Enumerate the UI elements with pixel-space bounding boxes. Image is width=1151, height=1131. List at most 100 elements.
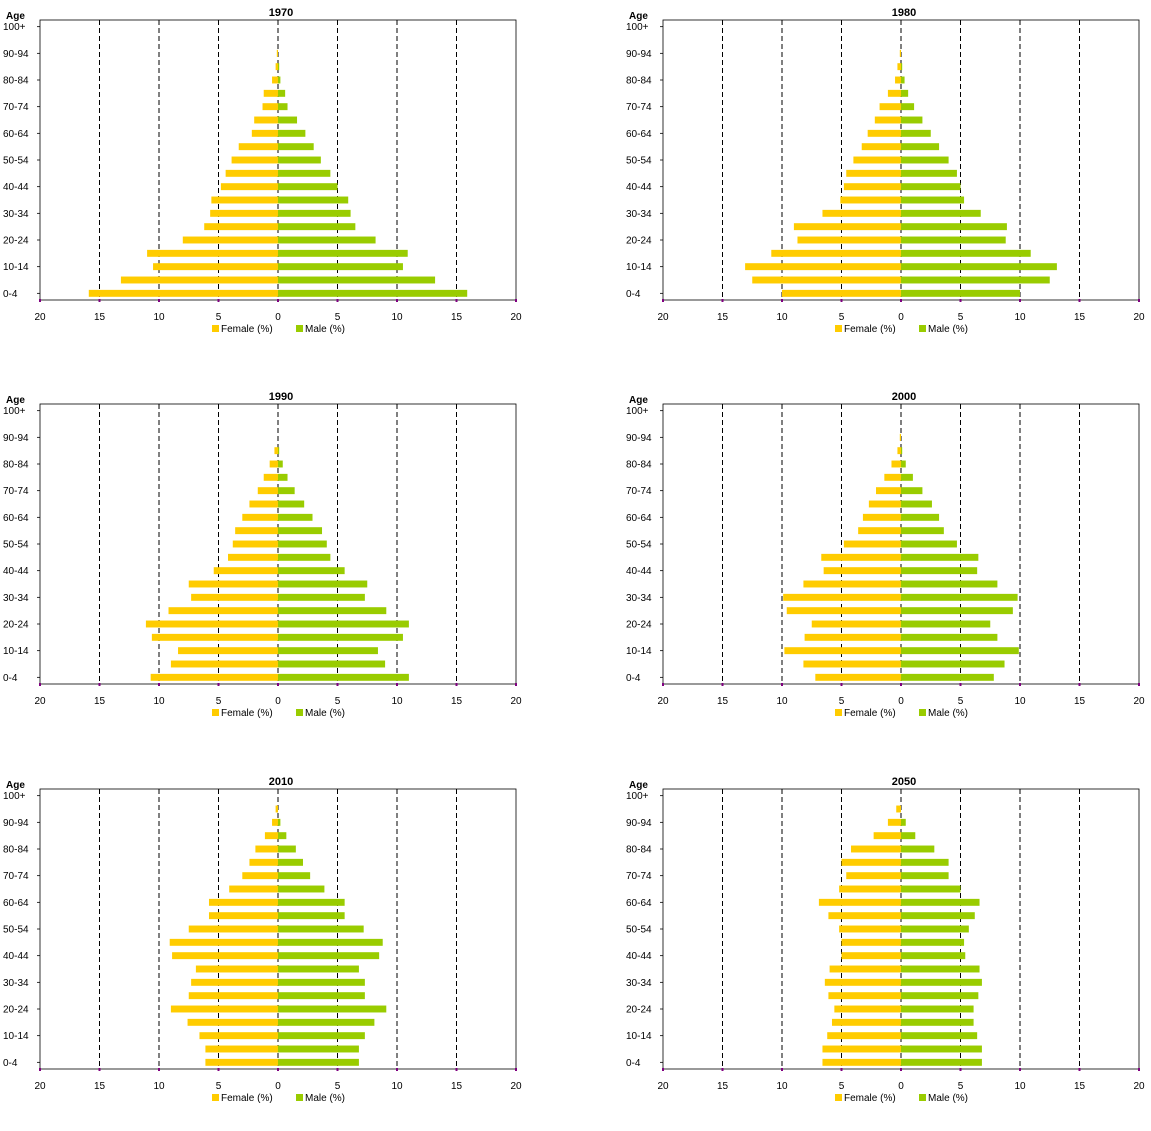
age-category-label: 0-4 (3, 1058, 18, 1069)
x-tick-mark (277, 299, 279, 302)
x-tick-mark (217, 683, 220, 686)
chart-title: 2010 (269, 776, 293, 788)
age-category-label: 20-24 (3, 1005, 29, 1016)
x-tick-mark (721, 1068, 724, 1071)
female-bar (274, 447, 278, 455)
x-tick-label: 5 (335, 312, 341, 323)
age-category-label: 70-74 (626, 102, 652, 113)
age-category-label: 10-14 (3, 262, 29, 273)
male-bar (278, 263, 403, 271)
female-bar (846, 169, 901, 177)
female-bar (879, 103, 901, 111)
male-bar (901, 938, 965, 946)
male-bar (901, 89, 909, 97)
male-bar (901, 912, 975, 920)
female-bar (120, 276, 278, 284)
x-tick-label: 5 (216, 696, 222, 707)
x-tick-mark (721, 683, 724, 686)
age-category-label: 20-24 (3, 620, 29, 631)
male-bar (901, 832, 916, 840)
female-bar (249, 500, 278, 508)
chart-panel-1990: 20 15 10 5 0 5 10 15 20 0-4 10-14 20-24 30-34 40-44 50… (2, 386, 522, 746)
age-category-label: 20-24 (3, 236, 29, 247)
male-bar (278, 183, 338, 191)
female-bar (887, 818, 901, 826)
age-category-label: 60-64 (626, 129, 652, 140)
age-category-label: 70-74 (626, 486, 652, 497)
female-bar (150, 673, 278, 681)
legend-female-swatch (835, 325, 842, 332)
age-category-label: 90-94 (3, 818, 29, 829)
male-bar (901, 460, 906, 468)
x-tick-label: 20 (657, 696, 669, 707)
male-bar (278, 567, 345, 575)
female-bar (254, 116, 278, 124)
age-category-label: 40-44 (3, 566, 29, 577)
x-tick-mark (1138, 1068, 1140, 1071)
female-bar (275, 63, 278, 71)
age-axis-header: Age (629, 395, 648, 406)
age-axis-header: Age (629, 780, 648, 791)
legend-male-label: Male (%) (928, 324, 968, 335)
age-category-label: 80-84 (3, 76, 29, 87)
male-bar (278, 872, 311, 880)
male-bar (278, 487, 295, 495)
age-category-label: 0-4 (626, 673, 641, 684)
legend-male-swatch (919, 325, 926, 332)
female-bar (263, 89, 278, 97)
male-bar (901, 593, 1018, 601)
male-bar (901, 1005, 974, 1013)
age-category-label: 40-44 (3, 182, 29, 193)
x-tick-mark (455, 299, 458, 302)
age-category-label: 50-54 (626, 925, 652, 936)
x-tick-mark (39, 299, 41, 302)
female-bar (182, 236, 278, 244)
x-tick-mark (217, 1068, 220, 1071)
male-bar (901, 103, 915, 111)
female-bar (153, 263, 278, 271)
male-bar (278, 63, 280, 71)
female-bar (783, 593, 901, 601)
legend-male-label: Male (%) (305, 708, 345, 719)
female-bar (191, 978, 278, 986)
x-tick-label: 20 (1133, 312, 1145, 323)
chart-title: 2050 (892, 776, 916, 788)
female-bar (213, 567, 278, 575)
male-bar (278, 1045, 359, 1053)
x-tick-mark (39, 1068, 41, 1071)
female-bar (843, 183, 901, 191)
female-bar (839, 885, 901, 893)
legend-female-swatch (212, 709, 219, 716)
x-tick-mark (396, 299, 398, 302)
male-bar (901, 580, 998, 588)
x-tick-mark (455, 683, 458, 686)
age-category-label: 10-14 (3, 646, 29, 657)
x-tick-mark (900, 1068, 902, 1071)
age-category-label: 30-34 (3, 209, 29, 220)
age-category-label: 10-14 (626, 1031, 652, 1042)
chart-title: 1980 (892, 7, 916, 19)
male-bar (278, 938, 383, 946)
age-category-label: 100+ (3, 406, 26, 417)
age-category-label: 30-34 (626, 209, 652, 220)
male-bar (901, 898, 980, 906)
age-category-label: 50-54 (3, 540, 29, 551)
male-bar (278, 1058, 359, 1066)
female-bar (827, 1032, 901, 1040)
legend-male-swatch (296, 325, 303, 332)
age-category-label: 30-34 (626, 593, 652, 604)
male-bar (278, 607, 387, 615)
female-bar (841, 858, 901, 866)
x-tick-label: 10 (391, 1081, 403, 1092)
male-bar (901, 647, 1019, 655)
female-bar (745, 263, 901, 271)
male-bar (901, 276, 1050, 284)
x-tick-mark (158, 683, 160, 686)
male-bar (278, 992, 365, 1000)
legend-male-swatch (296, 1094, 303, 1101)
chart-title: 1970 (269, 7, 293, 19)
male-bar (901, 63, 903, 71)
age-category-label: 40-44 (626, 951, 652, 962)
age-category-label: 70-74 (626, 871, 652, 882)
female-bar (210, 209, 278, 217)
